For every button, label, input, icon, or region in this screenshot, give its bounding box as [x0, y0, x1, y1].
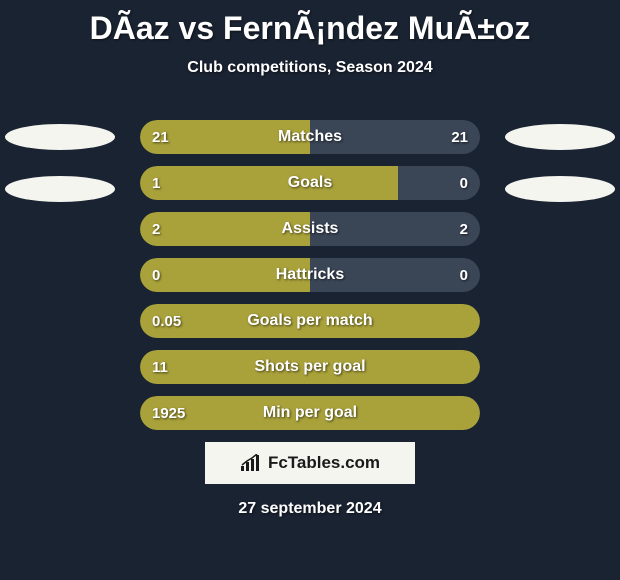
chart-icon: [240, 454, 262, 472]
footer-date: 27 september 2024: [0, 500, 620, 518]
stat-label: Assists: [140, 212, 480, 246]
player-right-pill-1: [505, 124, 615, 150]
stat-row: 1Goals0: [140, 166, 480, 200]
footer-logo-text: FcTables.com: [268, 453, 380, 473]
stat-label: Goals per match: [140, 304, 480, 338]
page-subtitle: Club competitions, Season 2024: [0, 59, 620, 77]
stat-row: 0.05Goals per match: [140, 304, 480, 338]
player-right-pill-2: [505, 176, 615, 202]
stat-label: Shots per goal: [140, 350, 480, 384]
stat-label: Goals: [140, 166, 480, 200]
stat-label: Matches: [140, 120, 480, 154]
stat-row: 2Assists2: [140, 212, 480, 246]
stat-row: 21Matches21: [140, 120, 480, 154]
stat-label: Min per goal: [140, 396, 480, 430]
stat-row: 1925Min per goal: [140, 396, 480, 430]
footer-logo: FcTables.com: [205, 442, 415, 484]
stat-right-value: 0: [460, 166, 468, 200]
stat-right-value: 0: [460, 258, 468, 292]
stat-right-value: 21: [451, 120, 468, 154]
stat-row: 11Shots per goal: [140, 350, 480, 384]
player-left-pill-2: [5, 176, 115, 202]
stat-right-value: 2: [460, 212, 468, 246]
comparison-bars: 21Matches211Goals02Assists20Hattricks00.…: [140, 120, 480, 442]
player-left-pill-1: [5, 124, 115, 150]
page-title: DÃ­az vs FernÃ¡ndez MuÃ±oz: [0, 0, 620, 47]
stat-row: 0Hattricks0: [140, 258, 480, 292]
stat-label: Hattricks: [140, 258, 480, 292]
